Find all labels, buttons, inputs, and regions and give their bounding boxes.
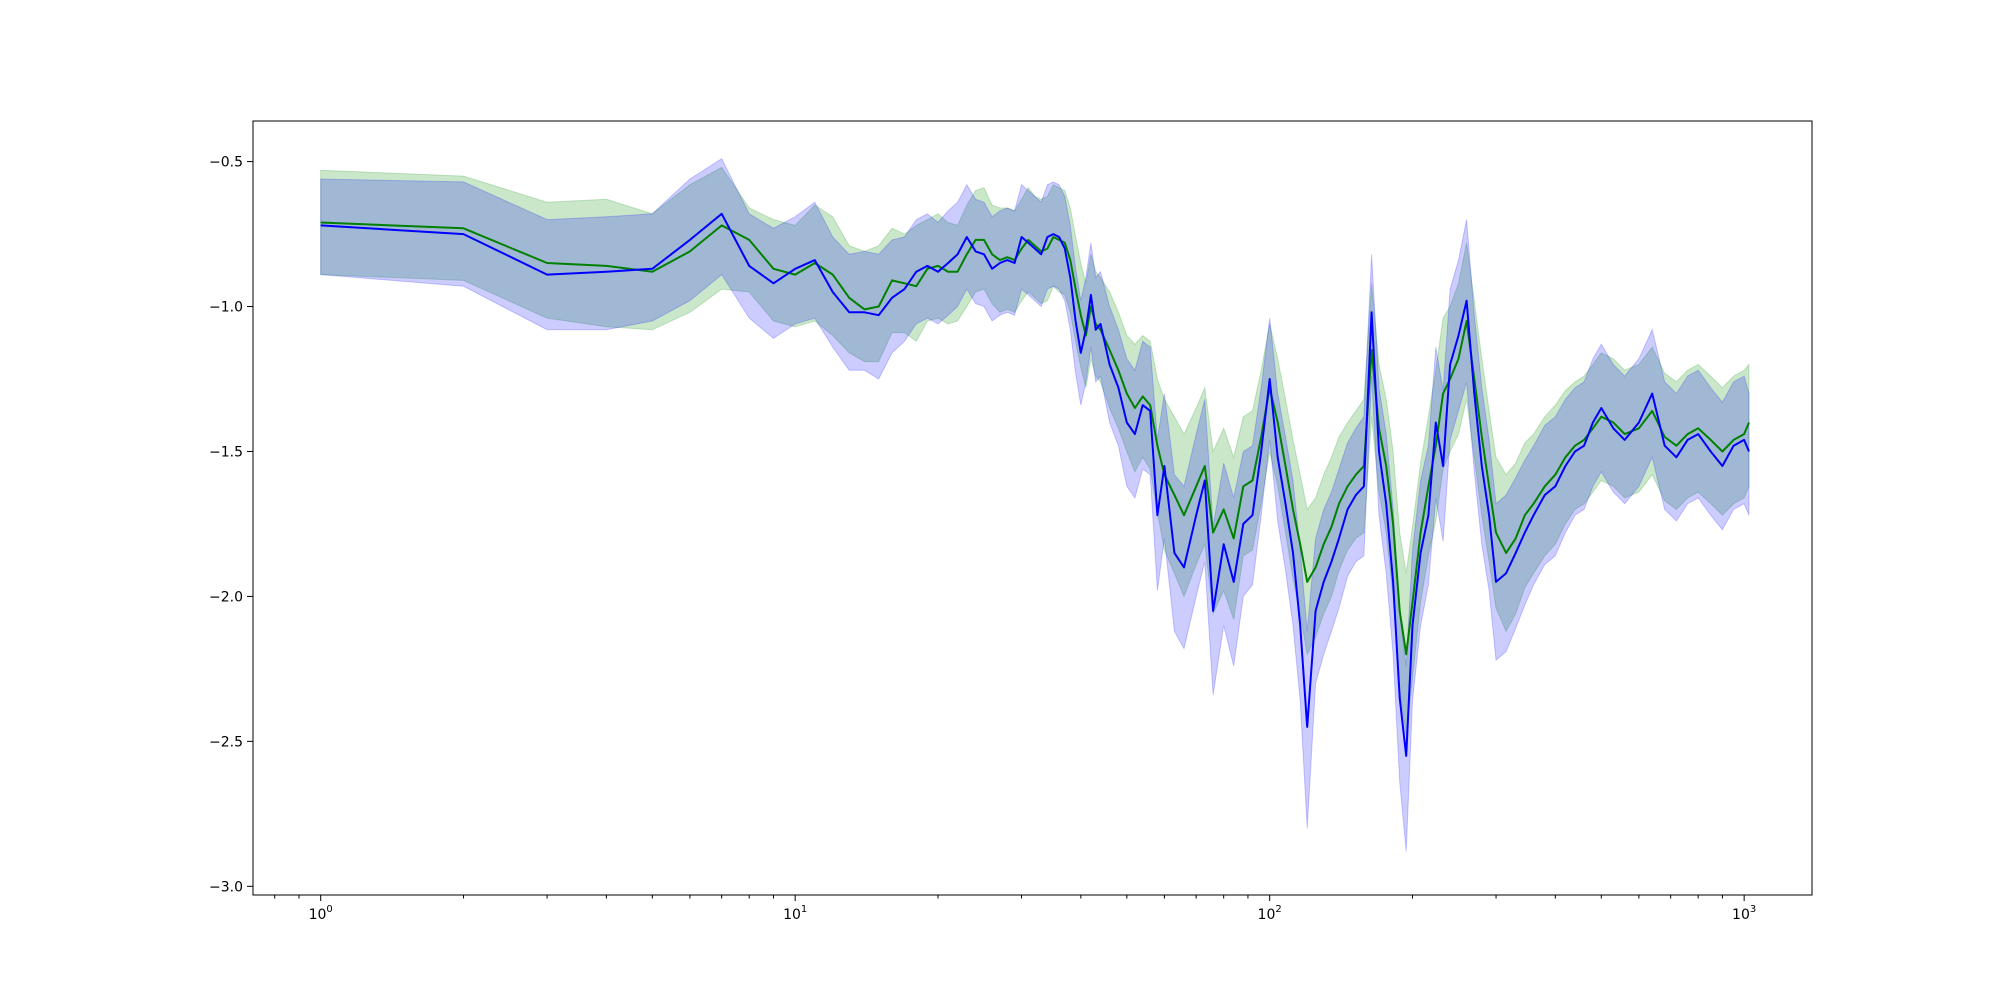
y-tick-label: −0.5 [209, 155, 243, 171]
y-tick-label: −1.0 [209, 300, 243, 316]
y-tick-label: −2.0 [209, 589, 243, 605]
x-tick-label: 100 [309, 904, 333, 923]
series-1-band [320, 166, 1750, 736]
x-tick-label: 102 [1258, 904, 1282, 923]
x-tick-label: 103 [1732, 904, 1756, 923]
x-tick-label: 101 [783, 904, 807, 923]
axes: −0.5 −1.0 −1.5 −2.0 −2.5 −3.0 100 101 102 103 [209, 120, 1813, 923]
y-tick-label: −2.5 [209, 734, 243, 750]
series-2-line [320, 212, 1750, 757]
plot-frame [252, 120, 1813, 896]
y-tick-label: −1.5 [209, 444, 243, 460]
y-tick-label: −3.0 [209, 879, 243, 895]
plot-area [320, 157, 1750, 852]
